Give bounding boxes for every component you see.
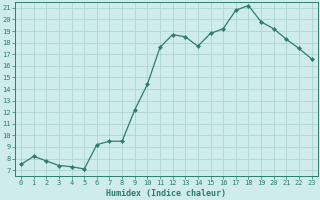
X-axis label: Humidex (Indice chaleur): Humidex (Indice chaleur) bbox=[106, 189, 226, 198]
